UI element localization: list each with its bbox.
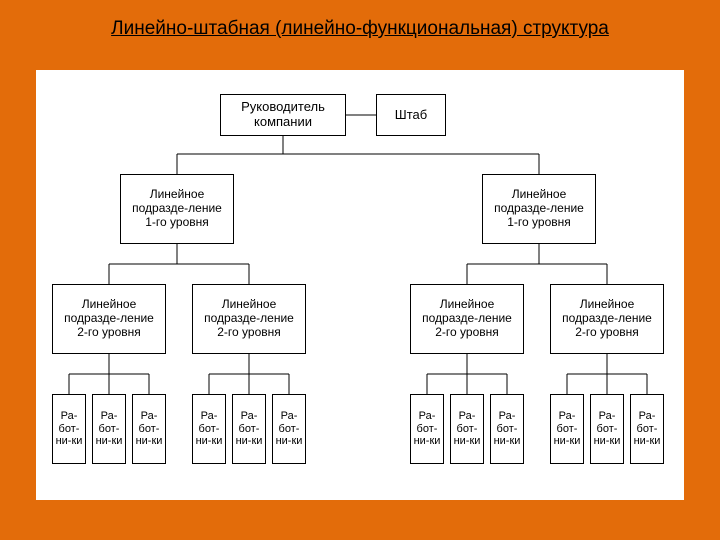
node-w7: Ра-бот-ни-ки bbox=[410, 394, 444, 464]
node-root: Руководитель компании bbox=[220, 94, 346, 136]
page: Линейно-штабная (линейно-функциональная)… bbox=[0, 0, 720, 540]
node-w3: Ра-бот-ни-ки bbox=[132, 394, 166, 464]
page-title: Линейно-штабная (линейно-функциональная)… bbox=[0, 18, 720, 40]
node-w12: Ра-бот-ни-ки bbox=[630, 394, 664, 464]
node-l1a: Линейное подразде-ление1-го уровня bbox=[120, 174, 234, 244]
node-w2: Ра-бот-ни-ки bbox=[92, 394, 126, 464]
node-l2d: Линейное подразде-ление2-го уровня bbox=[550, 284, 664, 354]
node-l2c: Линейное подразде-ление2-го уровня bbox=[410, 284, 524, 354]
node-l2b: Линейное подразде-ление2-го уровня bbox=[192, 284, 306, 354]
node-w4: Ра-бот-ни-ки bbox=[192, 394, 226, 464]
node-staff: Штаб bbox=[376, 94, 446, 136]
node-w9: Ра-бот-ни-ки bbox=[490, 394, 524, 464]
node-w5: Ра-бот-ни-ки bbox=[232, 394, 266, 464]
node-l2a: Линейное подразде-ление2-го уровня bbox=[52, 284, 166, 354]
node-w6: Ра-бот-ни-ки bbox=[272, 394, 306, 464]
org-chart: Руководитель компании Штаб Линейное подраз… bbox=[36, 70, 684, 500]
node-w1: Ра-бот-ни-ки bbox=[52, 394, 86, 464]
node-l1b: Линейное подразде-ление1-го уровня bbox=[482, 174, 596, 244]
node-w8: Ра-бот-ни-ки bbox=[450, 394, 484, 464]
node-w10: Ра-бот-ни-ки bbox=[550, 394, 584, 464]
node-w11: Ра-бот-ни-ки bbox=[590, 394, 624, 464]
